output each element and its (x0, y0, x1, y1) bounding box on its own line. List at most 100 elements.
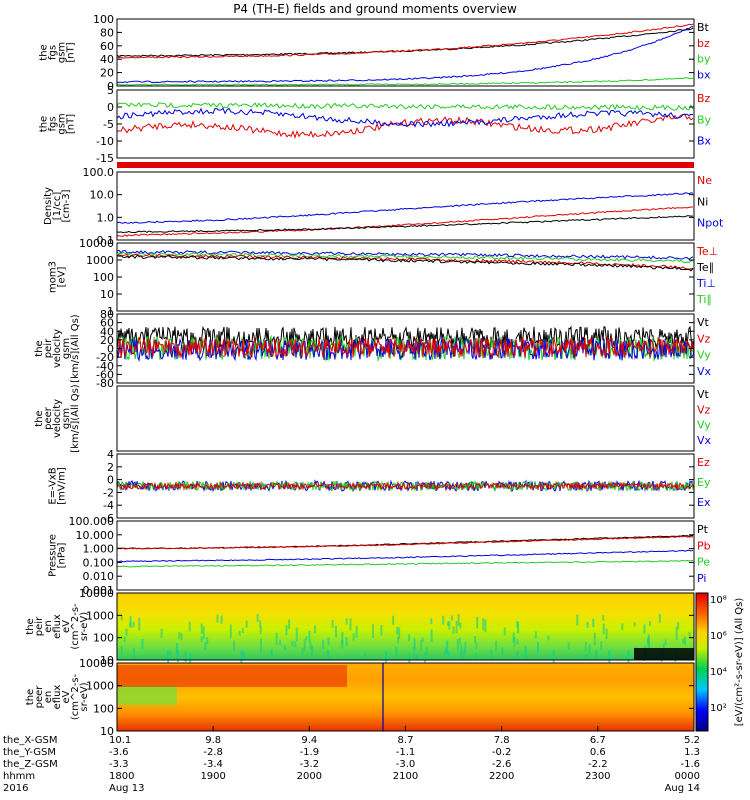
trace-bx (116, 25, 694, 84)
y-axis-label: Pressure[nPa] (48, 534, 68, 577)
legend-Vy: Vy (697, 349, 711, 362)
ion-spectrogram-speckle (595, 649, 598, 659)
y-axis-label-line: gsm (57, 113, 68, 134)
ion-spectrogram-speckle (456, 638, 459, 652)
x-tick-label: 2300 (585, 771, 610, 782)
y-axis-label-line: gsm (61, 408, 72, 429)
ion-spectrogram-speckle (178, 632, 181, 639)
ion-spectrogram-speckle (395, 646, 398, 657)
ion-spectrogram-speckle (457, 613, 460, 626)
ion-spectrogram-speckle (327, 637, 330, 646)
trace-Bt (116, 27, 694, 58)
y-axis-label-line: gsm (57, 42, 68, 63)
y-axis-label-line: eflux (52, 685, 63, 710)
y-tick-label: 1000 (86, 609, 114, 622)
ion-spectrogram-speckle (176, 642, 178, 657)
y-tick-label: 4 (107, 448, 114, 461)
y-axis-label-line: [km/s](All Qs) (70, 384, 81, 452)
y-axis-label-line: en (43, 691, 54, 704)
colorbar-scale (695, 592, 709, 732)
y-axis-label-line: [nT] (66, 114, 77, 134)
y-axis-label-line: [cm-3] (61, 189, 72, 222)
ion-spectrogram-speckle (309, 642, 312, 650)
ion-spectrogram-speckle (460, 644, 463, 659)
x-tick-label: -3.6 (109, 747, 129, 758)
colorbar-tick-label: 10² (710, 703, 727, 714)
ion-spectrogram-speckle (677, 622, 680, 630)
y-tick-label: -2 (103, 486, 114, 499)
ion-spectrogram-speckle (303, 639, 306, 651)
status-bar (117, 162, 694, 168)
ion-spectrogram-speckle (415, 653, 418, 661)
y-axis-label: thefgsgsm[nT] (39, 113, 77, 134)
y-axis-label-line: gsm (61, 338, 72, 359)
y-tick-label: 1 (107, 305, 114, 318)
ion-spectrogram-speckle (123, 636, 126, 642)
trace-Vz (116, 336, 695, 359)
ion-spectrogram-speckle (397, 637, 400, 644)
trace-Pb (116, 535, 694, 550)
status-bar-fill (117, 162, 694, 168)
colorbar-label: [eV/(cm²-s-sr-eV)] (All Qs) (734, 598, 745, 727)
ion-spectrogram-speckle (593, 632, 596, 646)
trace-by (116, 77, 694, 86)
y-axis-label: thepeerenefluxeV(cm^2-s-sr-eV) (25, 673, 90, 720)
ion-spectrogram-speckle (474, 636, 477, 643)
ion-spectrogram-speckle (516, 639, 519, 645)
y-axis-label-line: Density (43, 187, 54, 225)
ion-spectrogram-speckle (605, 628, 608, 640)
ion-spectrogram-speckle (463, 649, 466, 657)
ion-spectrogram-speckle (421, 637, 424, 642)
ion-spectrogram-speckle (294, 641, 297, 647)
x-tick-label: -2.8 (203, 747, 223, 758)
panel-7: 420-2-4-6 E=-VxB[mV/m] Ez Ey Ex (48, 448, 711, 525)
ion-spectrogram-speckle (288, 619, 291, 630)
y-axis-label-line: [km/s](All Qs) (70, 314, 81, 382)
ion-spectrogram-speckle (658, 614, 661, 623)
x-tick-label: 10.1 (109, 735, 131, 746)
y-tick-label: -60 (96, 368, 114, 381)
x-tick-label: -3.3 (109, 759, 129, 770)
y-axis-label: thepeervelocitygsm[km/s](All Qs) (34, 384, 81, 452)
y-axis-label-line: fgs (48, 45, 59, 60)
y-tick-label: 60 (100, 317, 114, 330)
ion-spectrogram-speckle (279, 639, 281, 646)
y-tick-label: 0 (107, 101, 114, 114)
ion-spectrogram-speckle (204, 642, 207, 650)
y-axis-label-line: peir (43, 338, 54, 358)
y-tick-label: -5 (103, 118, 114, 131)
legend-Pb: Pb (697, 539, 711, 552)
x-tick-label: 2100 (393, 771, 418, 782)
x-row-label: 2016 (3, 783, 28, 794)
ion-spectrogram-speckle (260, 638, 262, 653)
y-axis-label: E=-VxB[mV/m] (48, 467, 68, 505)
ion-spectrogram-speckle (129, 616, 132, 628)
ion-spectrogram-speckle (424, 652, 427, 663)
y-tick-label: 10 (100, 725, 114, 738)
legend-Pt: Pt (697, 523, 709, 536)
legend-Bz: Bz (697, 92, 711, 105)
ion-spectrogram-speckle (238, 631, 241, 636)
ion-spectrogram-speckle (345, 618, 348, 625)
legend-Pe: Pe (697, 556, 710, 569)
colorbar-tick-label: 10⁶ (710, 631, 727, 642)
y-tick-label: 1000 (86, 680, 114, 693)
y-axis-label: Density[1/cc][cm-3] (43, 187, 72, 225)
ion-spectrogram-speckle (167, 650, 170, 665)
legend-Ni: Ni (697, 195, 708, 208)
ion-spectrogram-speckle (512, 632, 515, 643)
ion-spectrogram-speckle (501, 647, 504, 656)
y-axis-label-line: sr-eV) (79, 612, 90, 641)
x-row-label: the_Y-GSM (3, 747, 56, 758)
panel-2: 5 0 -5 -10 -15 thefgsgsm[nT] Bz By Bx (39, 84, 712, 165)
ion-spectrogram-speckle (241, 628, 244, 633)
y-tick-label: -80 (96, 377, 114, 390)
y-axis-label-line: velocity (52, 399, 63, 438)
ion-spectrogram-speckle (420, 640, 423, 651)
x-tick-label: 1900 (200, 771, 225, 782)
y-tick-label: 10000 (79, 657, 114, 670)
ion-spectrogram-speckle (547, 635, 550, 641)
y-tick-label: 10 (100, 654, 114, 667)
trace-Teperp (116, 253, 694, 271)
